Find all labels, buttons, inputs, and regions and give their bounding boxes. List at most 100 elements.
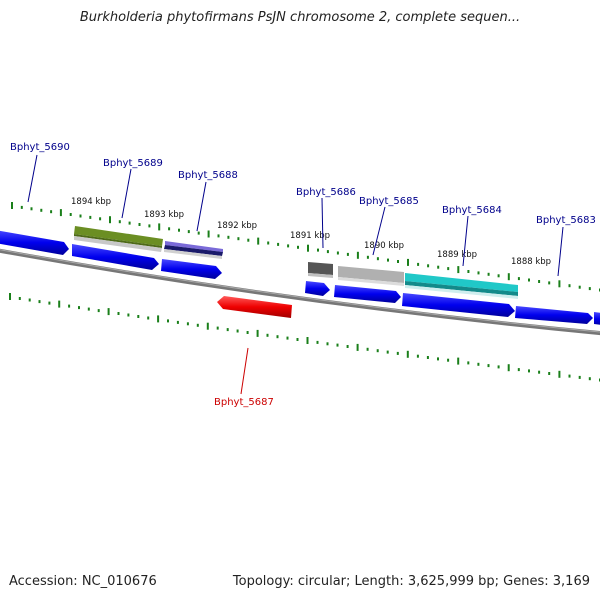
upper-tick-mark: [40, 208, 43, 212]
upper-tick-mark: [507, 273, 510, 281]
upper-tick-mark: [247, 238, 250, 242]
upper-tick-mark: [69, 213, 72, 216]
upper-tick-mark: [517, 277, 520, 281]
upper-tick-mark: [277, 242, 280, 246]
lower-tick-mark: [97, 309, 100, 313]
lower-tick-mark: [336, 343, 339, 347]
upper-tick-mark: [187, 230, 190, 234]
upper-tick-mark: [407, 258, 409, 266]
upper-tick-mark: [548, 281, 551, 285]
feature-slate[interactable]: [164, 241, 223, 259]
kbp-label: 1892 kbp: [217, 221, 257, 231]
lower-tick-mark: [497, 365, 500, 369]
lower-tick-mark: [477, 362, 480, 366]
gene-arrow-next[interactable]: [594, 312, 600, 326]
upper-tick-mark: [178, 228, 180, 232]
lower-tick-mark: [437, 357, 439, 361]
upper-tick-mark: [217, 234, 220, 238]
upper-tick-track: [11, 202, 600, 292]
upper-tick-mark: [79, 214, 82, 218]
gene-label-bphyt-5684[interactable]: Bphyt_5684: [442, 205, 502, 216]
gene-label-bphyt-5688[interactable]: Bphyt_5688: [178, 170, 238, 181]
lower-tick-mark: [157, 315, 160, 323]
upper-tick-mark: [30, 207, 33, 211]
upper-tick-mark: [397, 260, 399, 263]
gene-arrow-bphyt-5687[interactable]: [217, 296, 292, 318]
upper-tick-mark: [317, 248, 319, 252]
lower-tick-mark: [578, 375, 581, 379]
reverse-leader-line: [240, 347, 249, 395]
lower-tick-mark: [9, 293, 11, 300]
gene-arrow-bphyt-5686[interactable]: [305, 281, 330, 296]
upper-tick-mark: [128, 221, 131, 225]
lower-tick-mark: [266, 333, 269, 337]
upper-tick-mark: [59, 209, 62, 217]
upper-tick-mark: [356, 251, 359, 259]
upper-tick-mark: [11, 202, 13, 209]
gene-arrow-bphyt-5688[interactable]: [161, 259, 222, 279]
lower-tick-mark: [296, 338, 299, 341]
feature-darkgray[interactable]: [308, 262, 333, 278]
lower-tick-mark: [588, 377, 591, 381]
upper-tick-mark: [387, 258, 389, 262]
gene-label-bphyt-5689[interactable]: Bphyt_5689: [103, 158, 163, 169]
upper-tick-mark: [148, 224, 151, 228]
lower-tick-mark: [356, 343, 359, 351]
lower-tick-mark: [507, 364, 510, 372]
lower-tick-mark: [396, 351, 399, 355]
lower-tick-mark: [568, 374, 571, 378]
kbp-label: 1893 kbp: [144, 210, 184, 220]
upper-tick-mark: [168, 227, 171, 231]
upper-tick-mark: [528, 278, 530, 282]
upper-tick-mark: [207, 230, 210, 238]
upper-tick-mark: [477, 271, 480, 275]
gene-arrow-bphyt-5685[interactable]: [334, 285, 401, 303]
lower-tick-mark: [386, 350, 389, 354]
lower-tick-mark: [286, 336, 289, 340]
upper-tick-mark: [588, 287, 591, 291]
lower-tick-mark: [548, 372, 551, 375]
lower-tick-mark: [276, 335, 279, 339]
gene-arrow-bphyt-5684[interactable]: [402, 293, 515, 317]
lower-tick-mark: [346, 345, 349, 348]
kbp-label: 1891 kbp: [290, 231, 330, 241]
upper-tick-mark: [437, 265, 440, 269]
lower-tick-mark: [326, 342, 329, 346]
lower-tick-mark: [117, 312, 120, 315]
lower-tick-mark: [167, 319, 169, 323]
lower-tick-mark: [406, 350, 409, 358]
accession-text: Accession: NC_010676: [9, 574, 157, 589]
feature-silver[interactable]: [338, 266, 404, 286]
forward-leader-lines: [27, 154, 564, 277]
gene-label-bphyt-5683[interactable]: Bphyt_5683: [536, 215, 596, 226]
upper-tick-mark: [568, 284, 571, 288]
upper-tick-mark: [578, 285, 581, 289]
gene-arrow-bphyt-5690[interactable]: [0, 230, 69, 255]
feature-olive[interactable]: [74, 226, 163, 252]
lower-tick-mark: [127, 313, 130, 317]
upper-tick-mark: [417, 262, 420, 266]
lower-tick-mark: [256, 329, 259, 337]
upper-tick-mark: [287, 244, 290, 248]
lower-tick-mark: [87, 307, 90, 311]
upper-tick-mark: [558, 280, 561, 288]
kbp-label: 1894 kbp: [71, 197, 111, 207]
gene-label-bphyt-5687[interactable]: Bphyt_5687: [214, 397, 274, 408]
lower-tick-mark: [186, 322, 189, 326]
lower-tick-mark: [226, 328, 229, 332]
gene-label-bphyt-5690[interactable]: Bphyt_5690: [10, 142, 70, 153]
lower-tick-mark: [457, 357, 460, 365]
gene-label-bphyt-5686[interactable]: Bphyt_5686: [296, 187, 356, 198]
lower-tick-mark: [18, 297, 21, 300]
lower-tick-mark: [558, 370, 561, 378]
gene-arrow-bphyt-5689[interactable]: [72, 244, 159, 270]
gene-arrow-bphyt-5683[interactable]: [515, 306, 593, 324]
upper-tick-mark: [487, 272, 490, 276]
upper-tick-mark: [50, 210, 53, 214]
upper-tick-mark: [99, 217, 102, 221]
topology-summary: Topology: circular; Length: 3,625,999 bp…: [232, 574, 590, 589]
lower-tick-mark: [137, 315, 140, 318]
gene-label-bphyt-5685[interactable]: Bphyt_5685: [359, 196, 419, 207]
feature-cyan[interactable]: [405, 273, 518, 299]
